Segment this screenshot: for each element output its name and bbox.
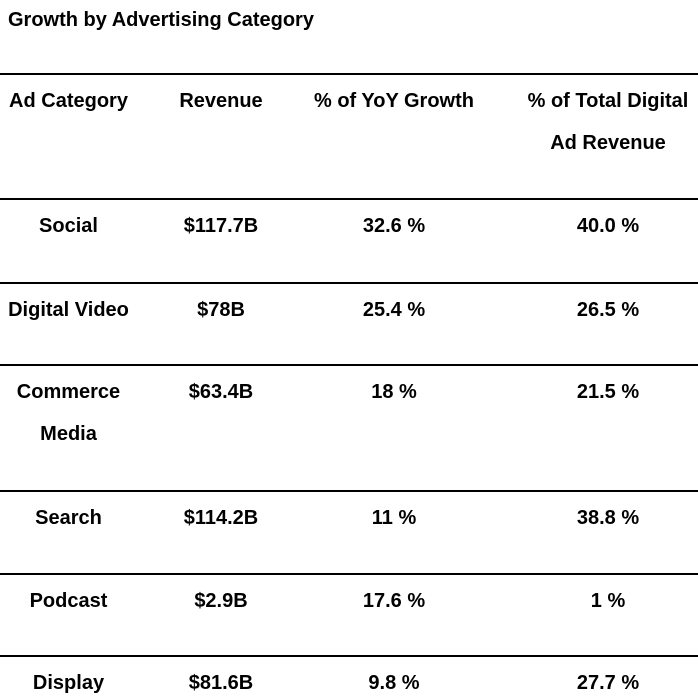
- cell-yoy-growth: 9.8 %: [368, 672, 420, 694]
- col-header-revenue: Revenue: [179, 90, 263, 112]
- cell-yoy-growth: 17.6 %: [362, 590, 426, 612]
- table-row-display: Display $81.6B 9.8 % 27.7 %: [0, 656, 698, 698]
- cell-yoy-growth: 11 %: [371, 507, 417, 529]
- cell-category: Social: [39, 215, 98, 237]
- cell-total-share: 26.5 %: [576, 299, 640, 321]
- cell-revenue: $114.2B: [183, 507, 259, 529]
- cell-revenue: $117.7B: [183, 215, 259, 237]
- col-header-yoy-growth: % of YoY Growth: [313, 90, 474, 112]
- cell-category: Commerce Media: [16, 381, 121, 445]
- cell-yoy-growth: 18 %: [371, 381, 417, 403]
- cell-category: Digital Video: [8, 299, 129, 321]
- table-row-search: Search $114.2B 11 % 38.8 %: [0, 491, 698, 574]
- table-row-podcast: Podcast $2.9B 17.6 % 1 %: [0, 574, 698, 656]
- cell-revenue: $81.6B: [188, 672, 254, 694]
- page-title: Growth by Advertising Category: [8, 9, 314, 31]
- cell-category: Search: [35, 507, 102, 529]
- cell-revenue: $2.9B: [194, 590, 248, 612]
- cell-category: Podcast: [29, 590, 108, 612]
- cell-revenue: $63.4B: [188, 381, 254, 403]
- col-header-total-digital-share: % of Total Digital Ad Revenue: [483, 74, 698, 199]
- table-row-commerce-media: Commerce Media $63.4B 18 % 21.5 %: [0, 365, 698, 491]
- cell-total-share: 1 %: [590, 590, 626, 612]
- col-header-total-digital-share-line2: Ad Revenue: [550, 132, 666, 154]
- growth-by-ad-category-table: Ad Category Revenue % of YoY Growth % of…: [0, 73, 698, 698]
- table-row-social: Social $117.7B 32.6 % 40.0 %: [0, 199, 698, 283]
- table-row-digital-video: Digital Video $78B 25.4 % 26.5 %: [0, 283, 698, 365]
- header-row: Ad Category Revenue % of YoY Growth % of…: [0, 74, 698, 199]
- cell-total-share: 27.7 %: [576, 672, 640, 694]
- col-header-ad-category: Ad Category: [9, 90, 128, 112]
- cell-revenue: $78B: [197, 299, 245, 321]
- cell-total-share: 21.5 %: [576, 381, 640, 403]
- cell-category: Display: [32, 672, 105, 694]
- cell-yoy-growth: 25.4 %: [362, 299, 426, 321]
- cell-yoy-growth: 32.6 %: [362, 215, 426, 237]
- col-header-total-digital-share-line1: % of Total Digital: [527, 90, 689, 112]
- cell-total-share: 40.0 %: [576, 215, 640, 237]
- cell-total-share: 38.8 %: [576, 507, 640, 529]
